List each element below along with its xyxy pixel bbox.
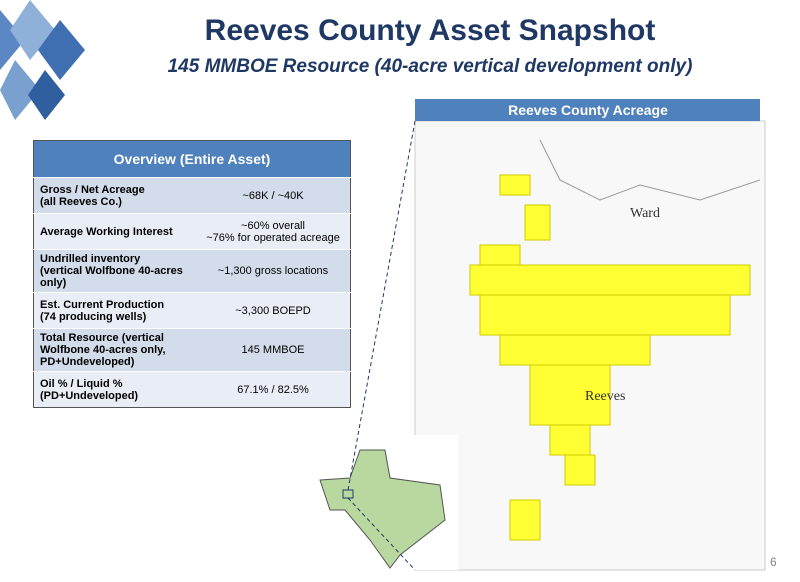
row-value: ~3,300 BOEPD (196, 292, 351, 329)
callout (347, 497, 416, 571)
table-row: Total Resource (vertical Wolfbone 40-acr… (33, 328, 351, 372)
table-row: Oil % / Liquid % (PD+Undeveloped) 67.1% /… (33, 371, 351, 408)
map-title-bar (415, 99, 760, 121)
row-label: Gross / Net Acreage (all Reeves Co.) (33, 177, 196, 214)
row-value: ~60% overall ~76% for operated acreage (196, 213, 351, 250)
row-value: 145 MMBOE (196, 328, 351, 372)
subtitle: 145 MMBOE Resource (40-acre vertical dev… (167, 56, 693, 77)
row-label: Total Resource (vertical Wolfbone 40-acr… (33, 328, 196, 372)
table-row: Undrilled inventory (vertical Wolfbone 4… (33, 249, 351, 293)
map-title: Reeves County Acreage (508, 102, 668, 118)
title: Reeves County Asset Snapshot (204, 14, 656, 47)
row-label: Oil % / Liquid % (PD+Undeveloped) (33, 371, 196, 408)
map-label: Reeves (585, 389, 625, 404)
acreage (469, 174, 751, 541)
row-label: Est. Current Production (74 producing we… (33, 292, 196, 329)
table-row: Gross / Net Acreage (all Reeves Co.) ~68K… (33, 177, 351, 214)
county-line (539, 139, 761, 201)
row-value: 67.1% / 82.5% (196, 371, 351, 408)
texas (319, 449, 446, 569)
page-number: 6 (770, 555, 777, 569)
table-row: Average Working Interest ~60% overall ~76… (33, 213, 351, 250)
row-value: ~68K / ~40K (196, 177, 351, 214)
row-label: Undrilled inventory (vertical Wolfbone 4… (33, 249, 196, 293)
logo (0, 0, 85, 120)
table-title: Overview (Entire Asset) (33, 140, 351, 178)
row-value: ~1,300 gross locations (196, 249, 351, 293)
map-label: Ward (630, 206, 660, 221)
row-label: Average Working Interest (33, 213, 196, 250)
overview-table: Overview (Entire Asset) Gross / Net Acre… (33, 140, 351, 408)
callout (347, 120, 416, 491)
table-row: Est. Current Production (74 producing we… (33, 292, 351, 329)
